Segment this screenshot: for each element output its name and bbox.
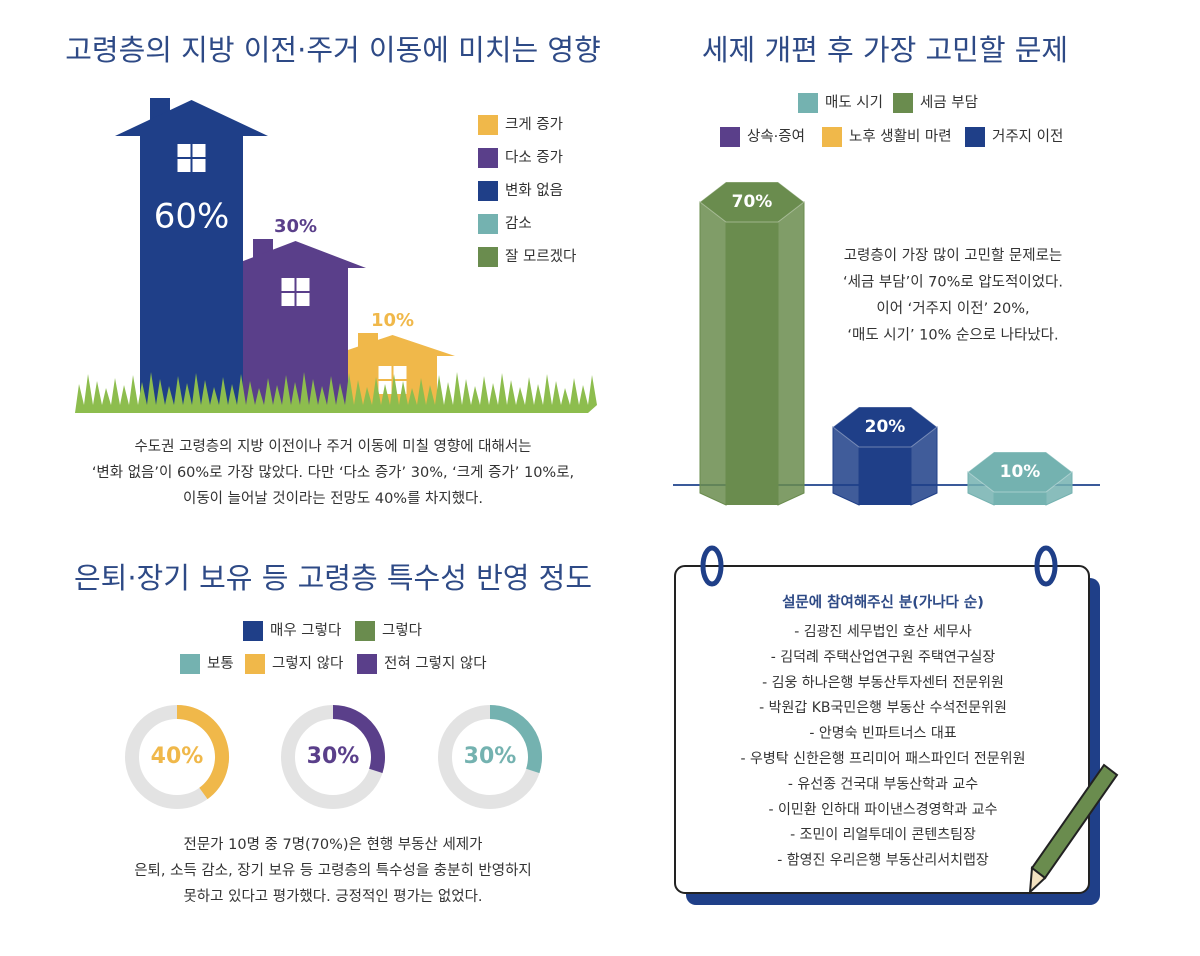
grass bbox=[75, 372, 597, 413]
donut-arc bbox=[489, 705, 542, 774]
legend-swatch bbox=[798, 93, 818, 113]
notepad-title: 설문에 참여해주신 분(가나다 순) bbox=[782, 594, 984, 611]
chart-title: 세제 개편 후 가장 고민할 문제 bbox=[702, 33, 1068, 67]
prism: 70% bbox=[699, 181, 805, 506]
legend-label: 잘 모르겠다 bbox=[505, 248, 576, 265]
description: 전문가 10명 중 7명(70%)은 현행 부동산 세제가 bbox=[184, 836, 483, 853]
notepad bbox=[674, 565, 1090, 894]
legend-swatch bbox=[478, 181, 498, 201]
value-label: 10% bbox=[371, 310, 414, 331]
prism-top bbox=[832, 406, 938, 448]
legend-label: 노후 생활비 마련 bbox=[849, 128, 952, 145]
prism-front bbox=[726, 214, 778, 505]
participant: - 김웅 하나은행 부동산투자센터 전문위원 bbox=[762, 675, 1004, 691]
legend-label: 그렇다 bbox=[382, 622, 422, 639]
participant: - 김덕례 주택산업연구원 주택연구실장 bbox=[771, 649, 996, 665]
legend-swatch bbox=[357, 654, 377, 674]
house: 60% bbox=[115, 98, 268, 405]
house-body bbox=[140, 136, 243, 405]
prism-side bbox=[699, 201, 727, 506]
legend-label: 상속·증여 bbox=[747, 128, 805, 145]
legend-swatch bbox=[243, 621, 263, 641]
description: 못하고 있다고 평가했다. 긍정적인 평가는 없었다. bbox=[183, 888, 482, 905]
ring bbox=[700, 545, 724, 587]
legend-label: 그렇지 않다 bbox=[272, 655, 343, 672]
value-label: 10% bbox=[1000, 462, 1041, 482]
legend-swatch bbox=[355, 621, 375, 641]
description: 은퇴, 소득 감소, 장기 보유 등 고령층의 특수성을 충분히 반영하지 bbox=[134, 862, 532, 879]
legend-label: 거주지 이전 bbox=[992, 128, 1063, 145]
legend-label: 변화 없음 bbox=[505, 182, 563, 199]
window bbox=[177, 144, 206, 172]
annotation: ‘세금 부담’이 70%로 압도적이었다. bbox=[843, 274, 1063, 291]
roof bbox=[330, 335, 455, 356]
value-label: 70% bbox=[732, 192, 773, 212]
legend-swatch bbox=[478, 247, 498, 267]
legend-label: 세금 부담 bbox=[920, 94, 978, 111]
legend-label: 매우 그렇다 bbox=[270, 622, 341, 639]
participant: - 우병탁 신한은행 프리미어 패스파인더 전문위원 bbox=[741, 751, 1026, 767]
prism: 10% bbox=[967, 451, 1073, 506]
annotation: ‘매도 시기’ 10% 순으로 나타났다. bbox=[847, 327, 1058, 344]
description: ‘변화 없음’이 60%로 가장 많았다. 다만 ‘다소 증가’ 30%, ‘크… bbox=[92, 464, 574, 481]
participant: - 김광진 세무법인 호산 세무사 bbox=[794, 624, 972, 640]
prism: 20% bbox=[832, 406, 938, 506]
house: 30% bbox=[225, 216, 366, 405]
value-label: 40% bbox=[151, 744, 204, 769]
ring bbox=[1034, 545, 1058, 587]
window bbox=[281, 278, 310, 306]
chart-title: 고령층의 지방 이전·주거 이동에 미치는 영향 bbox=[65, 33, 601, 67]
prism-side bbox=[777, 201, 805, 506]
legend-label: 다소 증가 bbox=[505, 149, 563, 166]
legend-label: 크게 증가 bbox=[505, 116, 563, 133]
prism-top bbox=[967, 451, 1073, 493]
legend-label: 감소 bbox=[505, 215, 532, 232]
value-label: 30% bbox=[464, 744, 517, 769]
description: 수도권 고령층의 지방 이전이나 주거 이동에 미칠 영향에 대해서는 bbox=[134, 438, 531, 455]
pencil bbox=[1028, 763, 1119, 895]
legend-swatch bbox=[245, 654, 265, 674]
legend-swatch bbox=[720, 127, 740, 147]
value-label: 30% bbox=[307, 744, 360, 769]
prism-top bbox=[699, 181, 805, 223]
annotation: 고령층이 가장 많이 고민할 문제로는 bbox=[844, 247, 1063, 264]
donut-arc bbox=[332, 705, 385, 774]
participant: - 조민이 리얼투데이 콘텐츠팀장 bbox=[790, 827, 976, 843]
value-label: 30% bbox=[274, 216, 317, 237]
legend-label: 보통 bbox=[207, 656, 234, 672]
participant: - 이민환 인하대 파이낸스경영학과 교수 bbox=[769, 802, 998, 818]
description: 이동이 늘어날 것이라는 전망도 40%를 차지했다. bbox=[183, 490, 483, 507]
legend-swatch bbox=[822, 127, 842, 147]
participant: - 유선종 건국대 부동산학과 교수 bbox=[788, 776, 978, 792]
legend-swatch bbox=[478, 214, 498, 234]
legend-label: 매도 시기 bbox=[825, 94, 883, 111]
participant: - 안명숙 빈파트너스 대표 bbox=[809, 726, 956, 742]
legend-label: 전혀 그렇지 않다 bbox=[384, 655, 487, 672]
roof bbox=[115, 100, 268, 136]
value-label: 60% bbox=[154, 197, 230, 237]
participant: - 박원갑 KB국민은행 부동산 수석전문위원 bbox=[759, 700, 1007, 716]
chart-title: 은퇴·장기 보유 등 고령층 특수성 반영 정도 bbox=[74, 561, 592, 595]
legend-swatch bbox=[478, 148, 498, 168]
participant: - 함영진 우리은행 부동산리서치랩장 bbox=[777, 853, 989, 869]
legend-swatch bbox=[478, 115, 498, 135]
legend-swatch bbox=[893, 93, 913, 113]
annotation: 이어 ‘거주지 이전’ 20%, bbox=[876, 300, 1029, 317]
value-label: 20% bbox=[865, 417, 906, 437]
prism-front bbox=[859, 439, 911, 505]
roof bbox=[225, 241, 366, 268]
legend-swatch bbox=[180, 654, 200, 674]
donut-arc bbox=[176, 705, 229, 800]
legend-swatch bbox=[965, 127, 985, 147]
